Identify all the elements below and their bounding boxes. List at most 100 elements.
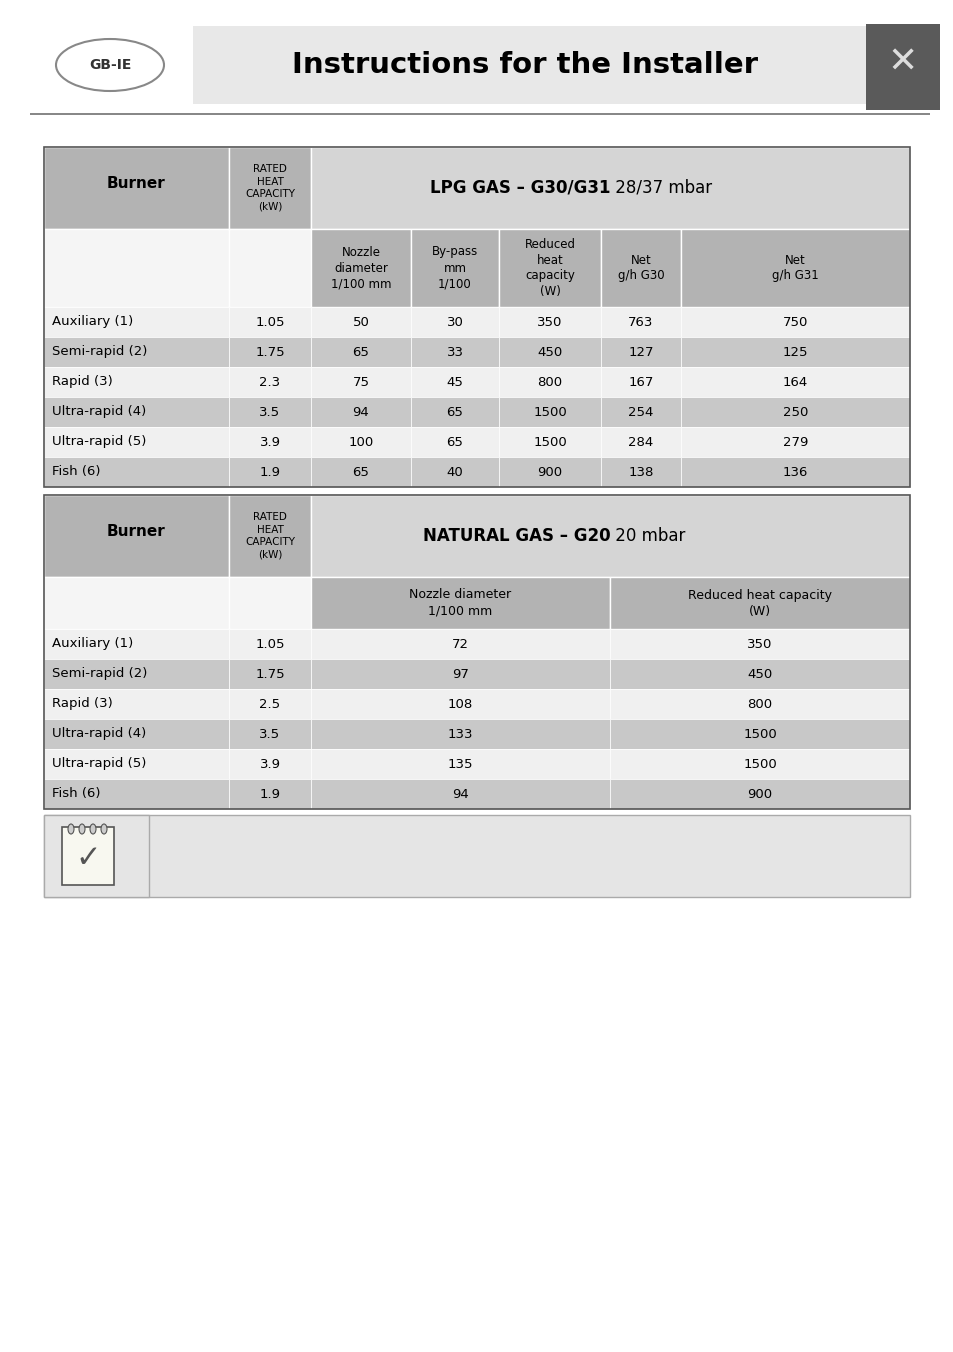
Text: 72: 72 [452,638,469,650]
Ellipse shape [56,39,164,91]
Bar [44,147,909,487]
Bar [44,366,229,397]
Bar [311,457,411,487]
Text: Net
g/h G30: Net g/h G30 [617,254,663,283]
Bar [600,307,680,337]
Text: 40: 40 [446,465,463,479]
Text: Reduced heat capacity
(W): Reduced heat capacity (W) [687,588,831,618]
Text: 1.05: 1.05 [255,315,284,329]
Bar [311,749,609,779]
Bar [229,658,311,690]
Text: 450: 450 [746,668,772,680]
Text: ✓: ✓ [75,845,101,873]
Text: 108: 108 [447,698,473,711]
Text: 2.5: 2.5 [259,698,280,711]
Bar [44,307,229,337]
Text: 450: 450 [537,346,562,358]
Bar [680,337,909,366]
Text: 94: 94 [353,406,369,419]
Bar [600,397,680,427]
Text: 350: 350 [746,638,772,650]
Bar [44,658,229,690]
Text: 45: 45 [446,376,463,388]
Bar [44,749,229,779]
Text: Nozzle
diameter
1/100 mm: Nozzle diameter 1/100 mm [331,246,391,291]
Bar [311,577,609,629]
Text: 350: 350 [537,315,562,329]
Text: 135: 135 [447,757,473,771]
Bar [311,495,909,577]
Text: 97: 97 [452,668,469,680]
Text: Ultra-rapid (5): Ultra-rapid (5) [52,435,146,449]
Text: ✕: ✕ [887,46,917,80]
Bar [609,690,909,719]
Bar [229,749,311,779]
Text: 279: 279 [782,435,807,449]
Bar [411,457,498,487]
Bar [44,495,909,808]
Text: 900: 900 [746,787,772,800]
Bar [600,427,680,457]
Bar [229,366,311,397]
Ellipse shape [101,823,107,834]
Text: RATED
HEAT
CAPACITY
(kW): RATED HEAT CAPACITY (kW) [245,512,294,560]
Text: 65: 65 [446,406,463,419]
Bar [609,779,909,808]
Bar [609,577,909,629]
Bar [600,366,680,397]
Bar [609,719,909,749]
Text: Net
g/h G31: Net g/h G31 [771,254,818,283]
Text: 900: 900 [537,465,562,479]
Text: Ultra-rapid (5): Ultra-rapid (5) [52,757,146,771]
Bar [680,228,909,307]
Bar [229,495,311,577]
Text: 164: 164 [782,376,807,388]
Text: 1.75: 1.75 [254,346,285,358]
Text: 138: 138 [628,465,653,479]
Text: Burner: Burner [107,176,166,192]
Text: Reduced
heat
capacity
(W): Reduced heat capacity (W) [524,238,575,299]
Text: 65: 65 [446,435,463,449]
Bar [411,427,498,457]
Text: Rapid (3): Rapid (3) [52,376,112,388]
Bar [229,427,311,457]
Bar [311,690,609,719]
Bar [311,228,411,307]
Text: Auxiliary (1): Auxiliary (1) [52,315,133,329]
Text: Rapid (3): Rapid (3) [52,698,112,711]
Text: 800: 800 [746,698,772,711]
Bar [311,307,411,337]
Text: Fish (6): Fish (6) [52,787,100,800]
Text: 20 mbar: 20 mbar [610,527,685,545]
Bar [311,629,609,658]
Text: 250: 250 [782,406,807,419]
Text: 94: 94 [452,787,468,800]
Bar [865,24,939,110]
Bar [680,457,909,487]
Bar [311,366,411,397]
Text: 1500: 1500 [533,406,566,419]
Text: 763: 763 [628,315,653,329]
Text: 1500: 1500 [533,435,566,449]
Text: Fish (6): Fish (6) [52,465,100,479]
Bar [498,337,600,366]
Text: 3.5: 3.5 [259,406,280,419]
Text: 75: 75 [352,376,369,388]
Bar [44,815,149,896]
Text: 1500: 1500 [742,727,776,741]
Text: 1.05: 1.05 [255,638,284,650]
Bar [44,719,229,749]
Bar [600,337,680,366]
Bar [44,147,229,228]
Bar [411,307,498,337]
Bar [229,147,311,228]
Text: 28/37 mbar: 28/37 mbar [610,178,712,197]
Bar [229,337,311,366]
Text: 254: 254 [628,406,653,419]
Text: 65: 65 [353,465,369,479]
Bar [311,779,609,808]
Bar [498,397,600,427]
Text: Ultra-rapid (4): Ultra-rapid (4) [52,727,146,741]
Text: Ultra-rapid (4): Ultra-rapid (4) [52,406,146,419]
Bar [680,427,909,457]
